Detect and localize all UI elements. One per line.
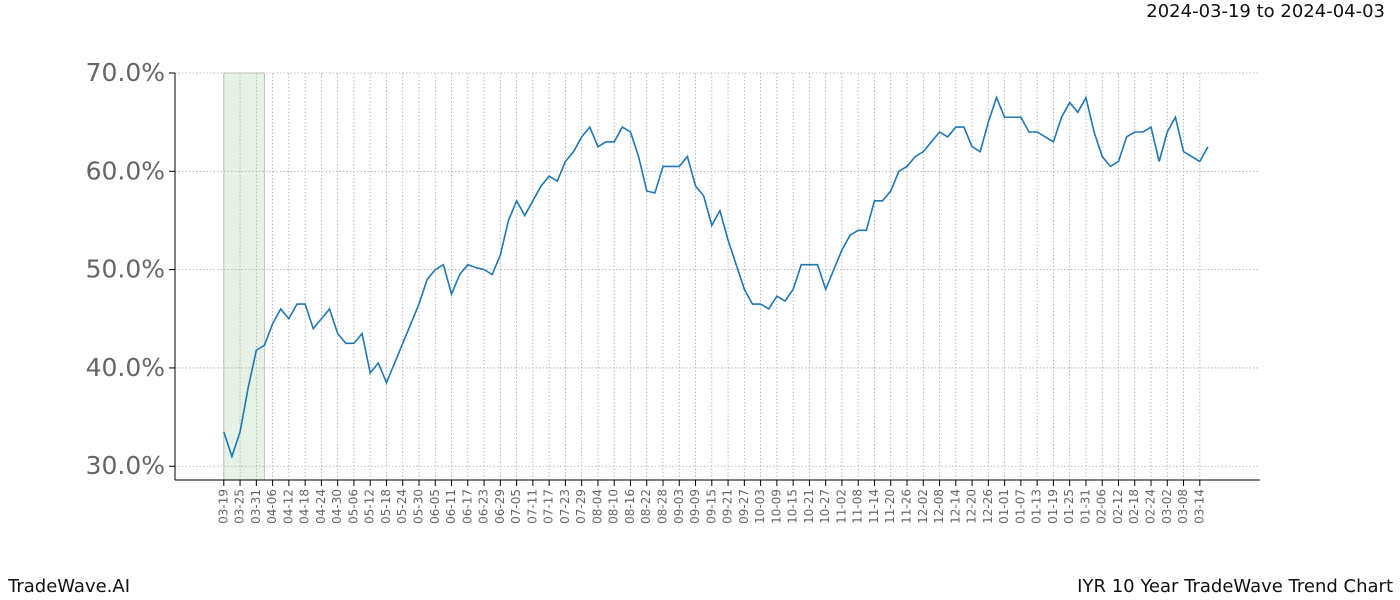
x-tick-label: 06-11	[444, 489, 458, 524]
footer-left: TradeWave.AI	[7, 576, 130, 597]
x-tick-label: 05-12	[363, 489, 377, 524]
x-tick-label: 04-24	[314, 489, 328, 524]
x-tick-label: 06-29	[493, 489, 507, 524]
x-tick-label: 10-03	[753, 489, 767, 524]
y-tick-label: 40.0%	[86, 353, 165, 382]
y-tick-label: 50.0%	[86, 255, 165, 284]
x-tick-label: 03-14	[1192, 489, 1206, 524]
x-tick-label: 10-15	[786, 489, 800, 524]
x-tick-label: 07-17	[542, 489, 556, 524]
x-tick-label: 05-30	[412, 489, 426, 524]
x-tick-label: 01-13	[1030, 489, 1044, 524]
x-tick-label: 02-18	[1127, 489, 1141, 524]
x-tick-label: 11-08	[851, 489, 865, 524]
x-tick-label: 11-02	[834, 489, 848, 524]
x-tick-label: 01-01	[997, 489, 1011, 524]
x-tick-label: 11-26	[900, 489, 914, 524]
x-tick-label: 11-20	[883, 489, 897, 524]
x-tick-label: 03-25	[233, 489, 247, 524]
x-tick-label: 09-27	[737, 489, 751, 524]
x-tick-label: 04-18	[298, 489, 312, 524]
x-tick-label: 01-19	[1046, 489, 1060, 524]
x-tick-label: 02-12	[1111, 489, 1125, 524]
x-tick-label: 09-21	[721, 489, 735, 524]
y-tick-label: 60.0%	[86, 156, 165, 185]
x-tick-label: 02-06	[1095, 489, 1109, 524]
x-tick-label: 06-05	[428, 489, 442, 524]
y-tick-label: 70.0%	[86, 58, 165, 87]
x-tick-label: 11-14	[867, 489, 881, 524]
x-tick-label: 07-23	[558, 489, 572, 524]
x-tick-label: 06-17	[460, 489, 474, 524]
x-tick-label: 01-07	[1013, 489, 1027, 524]
x-tick-label: 12-08	[932, 489, 946, 524]
x-tick-label: 03-02	[1160, 489, 1174, 524]
x-tick-label: 10-27	[818, 489, 832, 524]
x-tick-label: 12-02	[916, 489, 930, 524]
x-tick-label: 02-24	[1144, 489, 1158, 524]
x-tick-label: 07-11	[525, 489, 539, 524]
x-tick-label: 08-04	[590, 489, 604, 524]
x-tick-label: 08-28	[656, 489, 670, 524]
x-tick-label: 08-22	[639, 489, 653, 524]
x-tick-label: 12-20	[965, 489, 979, 524]
subtitle: 2024-03-19 to 2024-04-03	[1146, 1, 1385, 22]
x-tick-label: 07-29	[574, 489, 588, 524]
x-tick-label: 09-03	[672, 489, 686, 524]
x-tick-label: 10-09	[769, 489, 783, 524]
x-tick-label: 01-31	[1078, 489, 1092, 524]
highlight-band	[223, 72, 265, 481]
x-tick-label: 12-14	[948, 489, 962, 524]
x-tick-label: 03-08	[1176, 489, 1190, 524]
x-tick-label: 09-15	[704, 489, 718, 524]
line-series	[223, 95, 1209, 459]
x-tick-label: 05-24	[395, 489, 409, 524]
x-tick-label: 04-06	[265, 489, 279, 524]
x-tick-label: 05-06	[346, 489, 360, 524]
x-tick-label: 04-30	[330, 489, 344, 524]
x-tick-label: 08-16	[623, 489, 637, 524]
x-tick-label: 10-21	[802, 489, 816, 524]
x-tick-label: 09-09	[688, 489, 702, 524]
x-tick-label: 08-10	[607, 489, 621, 524]
x-tick-label: 01-25	[1062, 489, 1076, 524]
footer-right: IYR 10 Year TradeWave Trend Chart	[1077, 576, 1393, 597]
x-tick-label: 03-19	[216, 489, 230, 524]
x-tick-label: 07-05	[509, 489, 523, 524]
y-tick-label: 30.0%	[86, 451, 165, 480]
x-tick-label: 12-26	[981, 489, 995, 524]
x-tick-label: 05-18	[379, 489, 393, 524]
x-tick-label: 03-31	[249, 489, 263, 524]
x-tick-label: 04-12	[281, 489, 295, 524]
x-tick-label: 06-23	[477, 489, 491, 524]
